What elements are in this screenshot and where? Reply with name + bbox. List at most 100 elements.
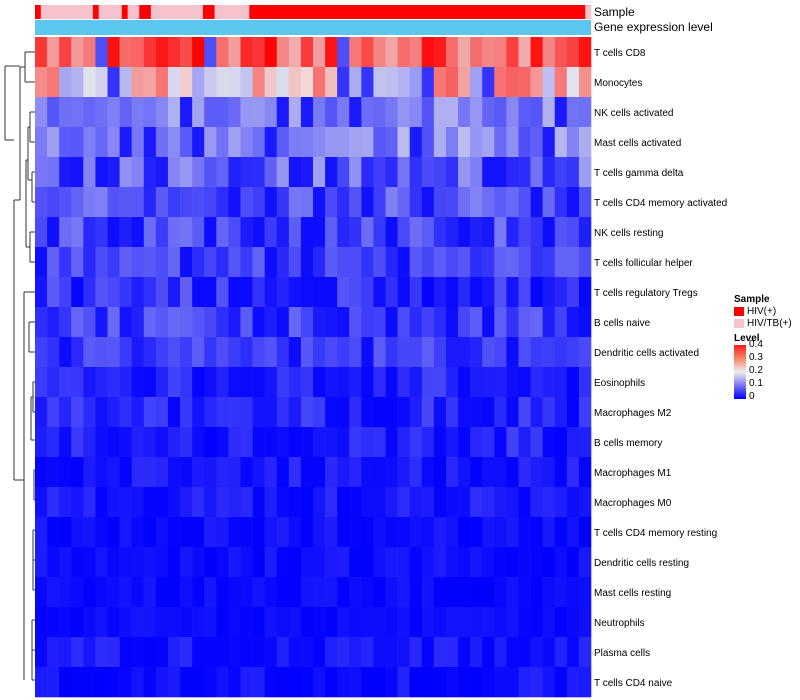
legend-item-hiv: HIV(+) <box>734 306 798 317</box>
heatmap-cell <box>265 337 277 367</box>
heatmap-cell <box>579 427 591 457</box>
heatmap-cell <box>240 487 252 517</box>
heatmap-cell <box>108 427 120 457</box>
heatmap-cell <box>543 67 555 97</box>
heatmap-cell <box>555 607 567 637</box>
heatmap-cell <box>132 607 144 637</box>
heatmap-cell <box>325 637 337 667</box>
heatmap-cell <box>337 127 349 157</box>
heatmap-cell <box>71 217 83 247</box>
heatmap-cell <box>361 397 373 427</box>
sample-annotation-cell <box>197 5 203 19</box>
heatmap-cell <box>301 637 313 667</box>
heatmap-cell <box>410 667 422 697</box>
heatmap-cell <box>337 487 349 517</box>
heatmap-cell <box>470 577 482 607</box>
heatmap-cell <box>410 337 422 367</box>
heatmap-cell <box>216 277 228 307</box>
heatmap-cell <box>240 37 252 67</box>
sample-annotation-cell <box>122 5 128 19</box>
heatmap-cell <box>494 307 506 337</box>
heatmap-cell <box>446 157 458 187</box>
heatmap-cell <box>579 157 591 187</box>
heatmap-cell <box>132 157 144 187</box>
heatmap-cell <box>410 97 422 127</box>
heatmap-cell <box>132 547 144 577</box>
heatmap-cell <box>95 607 107 637</box>
row-labels: T cells CD8 Monocytes NK cells activated Ma… <box>594 48 727 689</box>
heatmap-cell <box>422 487 434 517</box>
heatmap-cell <box>47 157 59 187</box>
heatmap-cell <box>494 577 506 607</box>
sample-annotation-cell <box>325 5 331 19</box>
heatmap-cell <box>518 487 530 517</box>
heatmap-cell <box>458 97 470 127</box>
heatmap-cell <box>108 97 120 127</box>
heatmap-cell <box>410 547 422 577</box>
heatmap-cell <box>59 247 71 277</box>
heatmap-cell <box>265 427 277 457</box>
heatmap-cell <box>71 547 83 577</box>
heatmap-cell <box>567 277 579 307</box>
heatmap-cell <box>579 127 591 157</box>
heatmap-cell <box>518 127 530 157</box>
heatmap-cell <box>386 517 398 547</box>
heatmap-cell <box>204 217 216 247</box>
heatmap-cell <box>373 397 385 427</box>
heatmap-cell <box>446 637 458 667</box>
heatmap-cell <box>168 427 180 457</box>
heatmap-cell <box>168 367 180 397</box>
heatmap-cell <box>253 277 265 307</box>
heatmap-cell <box>349 37 361 67</box>
heatmap-cell <box>518 367 530 397</box>
heatmap-cell <box>301 307 313 337</box>
sample-annotation-cell <box>116 5 122 19</box>
heatmap-cell <box>71 607 83 637</box>
heatmap-cell <box>434 517 446 547</box>
heatmap-cell <box>83 217 95 247</box>
heatmap-cell <box>132 67 144 97</box>
heatmap-cell <box>506 637 518 667</box>
heatmap-cell <box>144 217 156 247</box>
heatmap-cell <box>120 547 132 577</box>
heatmap-cell <box>434 487 446 517</box>
heatmap-cell <box>228 247 240 277</box>
heatmap-cell <box>35 457 47 487</box>
heatmap-cell <box>216 367 228 397</box>
row-label: Mast cells activated <box>594 138 681 149</box>
row-label: T cells CD4 memory activated <box>594 198 727 209</box>
heatmap-cell <box>349 97 361 127</box>
heatmap-cell <box>361 457 373 487</box>
heatmap-cell <box>83 637 95 667</box>
heatmap-cell <box>180 427 192 457</box>
heatmap-cell <box>71 187 83 217</box>
heatmap-cell <box>301 127 313 157</box>
heatmap-cell <box>555 97 567 127</box>
heatmap-cell <box>470 37 482 67</box>
heatmap-cell <box>506 157 518 187</box>
heatmap-cell <box>59 157 71 187</box>
heatmap-cell <box>301 667 313 697</box>
heatmap-cell <box>555 667 567 697</box>
heatmap-cell <box>579 577 591 607</box>
heatmap-cell <box>83 247 95 277</box>
heatmap-cell <box>555 37 567 67</box>
heatmap-cell <box>59 337 71 367</box>
heatmap-cell <box>349 397 361 427</box>
level-legend: Level 0.4 0.3 0.2 0.1 0 <box>734 333 798 403</box>
heatmap-cell <box>410 127 422 157</box>
heatmap-cell <box>289 577 301 607</box>
sample-annotation-cell <box>388 5 394 19</box>
heatmap-cell <box>83 277 95 307</box>
sample-annotation-cell <box>585 5 591 19</box>
heatmap-cell <box>518 187 530 217</box>
heatmap-cell <box>518 427 530 457</box>
heatmap-cell <box>349 217 361 247</box>
heatmap-cell <box>518 217 530 247</box>
heatmap-cell <box>253 247 265 277</box>
heatmap-cell <box>265 247 277 277</box>
row-label: B cells naive <box>594 318 651 329</box>
heatmap-cell <box>506 367 518 397</box>
heatmap-cell <box>434 337 446 367</box>
heatmap-cell <box>313 667 325 697</box>
